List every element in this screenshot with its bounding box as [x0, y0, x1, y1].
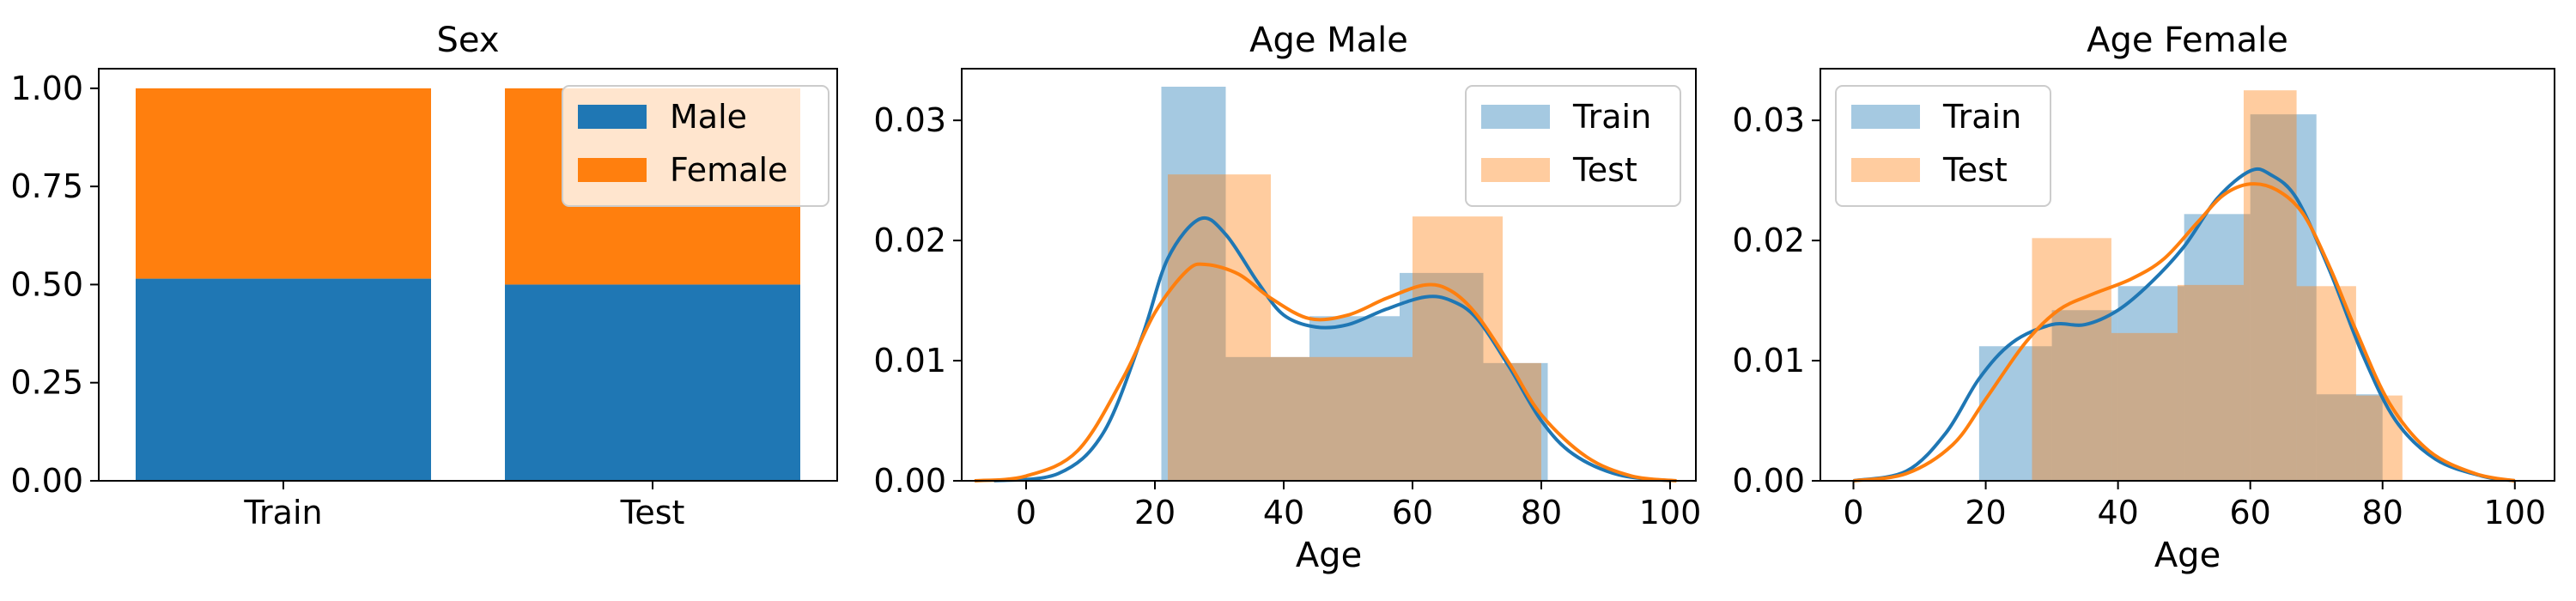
legend-swatch-train — [1481, 105, 1550, 129]
legend-label: Train — [1572, 98, 1651, 136]
legend-label: Test — [1942, 151, 2008, 189]
hist-bar-test — [1271, 356, 1413, 481]
legend-label: Female — [670, 151, 787, 189]
hist-bar-test — [2296, 286, 2356, 481]
x-tick-label: 40 — [2097, 494, 2138, 531]
hist-bar-train — [1309, 316, 1400, 481]
chart-title: Age Female — [2087, 21, 2288, 60]
y-tick-label: 1.00 — [10, 70, 83, 107]
y-tick-label: 0.01 — [873, 342, 946, 379]
x-axis-label: Age — [2154, 536, 2221, 575]
x-tick-label: 100 — [2484, 494, 2547, 531]
y-tick-label: 0.00 — [1732, 462, 1805, 500]
legend-label: Test — [1572, 151, 1637, 189]
x-tick-label: 20 — [1965, 494, 2006, 531]
y-tick-label: 0.03 — [1732, 101, 1805, 139]
axes-frame — [961, 68, 1697, 482]
age-female-chart: 0 20 40 60 80 100 0.00 0.01 0.02 0.03 Age Female Ag… — [1732, 21, 2555, 575]
x-tick-label: 0 — [1843, 494, 1863, 531]
legend-swatch-female — [578, 158, 647, 182]
legend-swatch-male — [578, 105, 647, 129]
x-tick-label: 40 — [1263, 494, 1304, 531]
legend-swatch-train — [1851, 105, 1920, 129]
chart-title: Age Male — [1249, 21, 1408, 60]
hist-bar-test — [2032, 238, 2111, 481]
legend-label: Male — [670, 98, 747, 136]
y-tick-label: 0.00 — [10, 462, 83, 500]
chart-title: Sex — [437, 21, 500, 60]
hist-bar-train — [1978, 346, 2052, 481]
hist-bar-test — [2243, 90, 2297, 481]
y-tick-label: 0.50 — [10, 265, 83, 303]
legend: Train Test — [1835, 85, 2051, 207]
hist-bar-test — [1413, 216, 1503, 481]
x-axis-label: Age — [1296, 536, 1362, 575]
legend: Male Female — [562, 85, 829, 207]
hist-bar-train — [1161, 86, 1226, 481]
x-tick-label: 0 — [1016, 494, 1036, 531]
age-male-chart: 0 20 40 60 80 100 0.00 0.01 0.02 0.03 Age Male Age T… — [873, 21, 1701, 575]
legend-label: Train — [1942, 98, 2021, 136]
hist-bar-train — [2051, 310, 2118, 481]
legend: Train Test — [1465, 85, 1681, 207]
x-tick-label: 60 — [1392, 494, 1433, 531]
x-tick-label: Train — [243, 494, 322, 531]
hist-bar-test — [2111, 332, 2178, 481]
x-tick-label: 100 — [1639, 494, 1702, 531]
legend-swatch-test — [1481, 158, 1550, 182]
hist-bar-train — [2316, 394, 2383, 481]
hist-bar-train — [1225, 356, 1309, 481]
x-tick-label: 60 — [2229, 494, 2270, 531]
hist-bar-test — [1168, 174, 1271, 481]
x-tick-label: 80 — [1521, 494, 1562, 531]
hist-bar-train — [2117, 286, 2184, 481]
bar-male-test — [505, 284, 800, 481]
y-tick-label: 0.02 — [1732, 222, 1805, 259]
y-tick-label: 0.02 — [873, 222, 946, 259]
hist-bar-test — [2355, 395, 2403, 481]
hist-bar-test — [2177, 284, 2244, 481]
axes-frame — [98, 68, 838, 482]
y-tick-label: 0.75 — [10, 167, 83, 205]
y-tick-label: 0.25 — [10, 364, 83, 402]
legend-box — [1835, 85, 2051, 207]
y-tick-label: 0.00 — [873, 462, 946, 500]
legend-swatch-test — [1851, 158, 1920, 182]
kde-line-test — [974, 262, 1677, 483]
x-tick-label: 20 — [1134, 494, 1176, 531]
kde-line-test — [1853, 182, 2516, 483]
x-tick-label: Test — [620, 494, 685, 531]
bar-male-train — [136, 278, 431, 481]
hist-bar-train — [1483, 362, 1548, 481]
hist-bar-train — [2250, 114, 2317, 481]
bar-female-train — [136, 88, 431, 279]
sex-chart: Train Test 0.00 0.25 0.50 0.75 1.00 Sex Male Fema… — [10, 21, 838, 531]
hist-bar-test — [1503, 362, 1541, 481]
x-tick-label: 80 — [2362, 494, 2403, 531]
hist-bar-train — [2184, 214, 2251, 481]
y-tick-label: 0.03 — [873, 101, 946, 139]
y-tick-label: 0.01 — [1732, 342, 1805, 379]
legend-box — [1465, 85, 1681, 207]
axes-frame — [1820, 68, 2555, 482]
